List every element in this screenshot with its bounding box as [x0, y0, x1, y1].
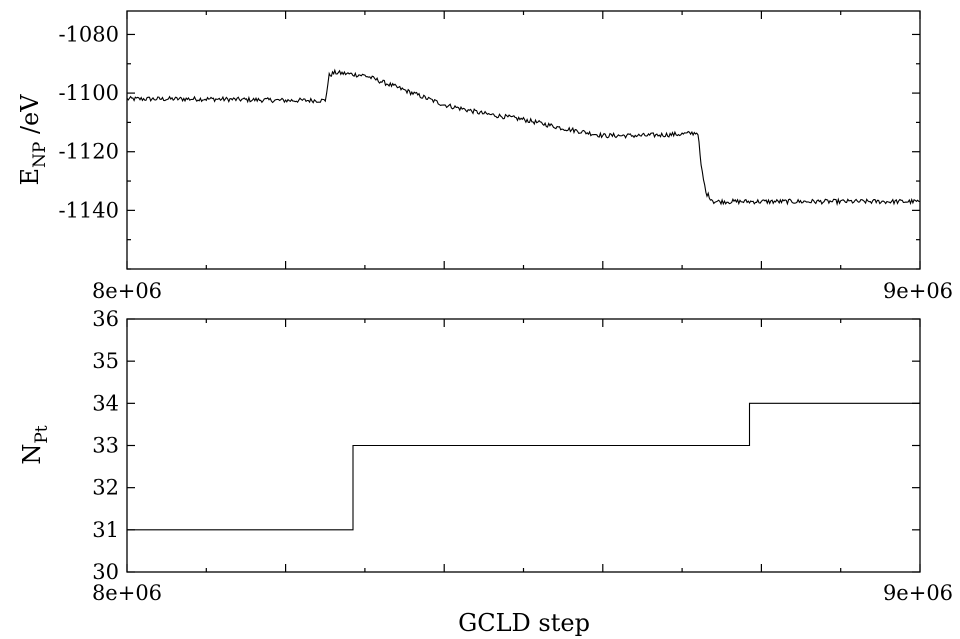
- npt-y-tick-label: 33: [92, 434, 119, 458]
- energy-x-tick-label-end: 9e+06: [883, 279, 953, 303]
- npt-y-tick-labels: 30 31 32 33 34 35 36: [92, 307, 119, 584]
- npt-series-line: [127, 402, 920, 531]
- energy-y-tick-label: -1140: [58, 198, 119, 222]
- npt-y-tick-label: 34: [92, 391, 119, 415]
- energy-series-line: [126, 68, 921, 207]
- npt-y-tick-label: 30: [92, 560, 119, 584]
- energy-y-tick-label: -1120: [58, 140, 119, 164]
- energy-x-tick-label-start: 8e+06: [92, 279, 162, 303]
- npt-panel: 30 31 32 33 34 35 36 8e+06 9e+06 NPt GCLD step: [18, 307, 953, 637]
- npt-y-axis-title-sub: Pt: [32, 425, 52, 443]
- energy-y-tick-label: -1080: [58, 22, 119, 46]
- npt-y-tick-label: 36: [92, 307, 119, 331]
- energy-y-axis-title-sub: NP: [30, 142, 50, 168]
- npt-x-tick-label-start: 8e+06: [92, 581, 162, 605]
- energy-y-axis-title: ENP /eV: [16, 94, 50, 186]
- npt-y-axis-title-main: N: [18, 444, 46, 465]
- energy-y-axis-title-main: E: [16, 168, 44, 186]
- energy-y-tick-label: -1100: [58, 81, 119, 105]
- npt-x-tick-label-end: 9e+06: [883, 581, 953, 605]
- energy-y-axis-title-unit: /eV: [16, 94, 44, 142]
- energy-y-tick-labels: -1080 -1100 -1120 -1140: [58, 22, 119, 222]
- npt-y-axis-title: NPt: [18, 425, 52, 464]
- npt-x-axis-title: GCLD step: [458, 609, 590, 637]
- npt-y-tick-label: 31: [92, 518, 119, 542]
- energy-ticks: [126, 11, 921, 270]
- energy-plot-frame: [126, 10, 921, 270]
- energy-panel: -1080 -1100 -1120 -1140 8e+06 9e+06 ENP /eV: [16, 10, 953, 303]
- npt-y-tick-label: 35: [92, 349, 119, 373]
- npt-y-tick-label: 32: [92, 476, 119, 500]
